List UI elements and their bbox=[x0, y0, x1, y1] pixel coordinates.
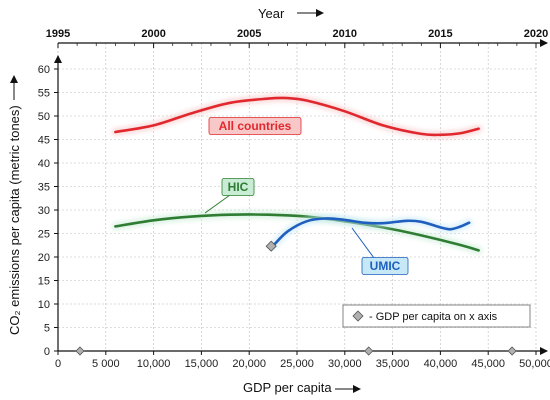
series-labels: All countries HIC UMIC bbox=[204, 117, 409, 275]
series-line-umic bbox=[271, 217, 471, 247]
legend: - GDP per capita on x axis bbox=[342, 304, 531, 328]
series-label-umic: UMIC bbox=[351, 227, 409, 275]
legend-box bbox=[342, 304, 531, 328]
y-axis-title: CO₂ emissions per capita (metric tones) bbox=[7, 105, 22, 335]
x-tick-label: 5 000 bbox=[92, 358, 120, 370]
x-tick-label: 25,000 bbox=[280, 358, 314, 370]
y-tick-label: 55 bbox=[38, 88, 50, 100]
axes: 0 5 000 10,000 15,000 20,000 25,000 30,000 35,0… bbox=[38, 28, 550, 370]
x-tick-label: 10,000 bbox=[137, 358, 171, 370]
series-label-text: HIC bbox=[228, 180, 249, 194]
series-label-box bbox=[208, 117, 302, 135]
top-tick-label: 2020 bbox=[524, 28, 548, 40]
series-label-hic: HIC bbox=[204, 178, 255, 214]
series-label-box bbox=[361, 257, 409, 275]
axis-diamond-marker bbox=[364, 346, 374, 356]
series-label-all-countries: All countries bbox=[208, 117, 302, 135]
x-tick-label: 0 bbox=[55, 358, 61, 370]
x-tick-label: 35,000 bbox=[376, 358, 410, 370]
y-tick-label: 40 bbox=[38, 158, 50, 170]
y-tick-label: 20 bbox=[38, 252, 50, 264]
y-tick-label: 30 bbox=[38, 205, 50, 217]
axis-diamond-marker bbox=[507, 346, 517, 356]
x-tick-label: 45,000 bbox=[471, 358, 505, 370]
top-axis-title: Year bbox=[258, 6, 285, 21]
series-label-text: All countries bbox=[219, 119, 292, 133]
x-axis-title: GDP per capita bbox=[243, 380, 332, 395]
x-tick-label: 15,000 bbox=[185, 358, 219, 370]
series-line-hic bbox=[114, 213, 480, 252]
x-tick-label: 30,000 bbox=[328, 358, 362, 370]
y-tick-label: 5 bbox=[44, 323, 50, 335]
top-tick-label: 2010 bbox=[333, 28, 357, 40]
x-tick-label: 20,000 bbox=[232, 358, 266, 370]
y-tick-label: 35 bbox=[38, 182, 50, 194]
series-label-text: UMIC bbox=[370, 259, 401, 273]
series-label-leader bbox=[351, 227, 375, 259]
y-tick-label: 60 bbox=[38, 64, 50, 76]
series-label-box bbox=[221, 178, 255, 196]
markers bbox=[75, 240, 517, 356]
y-tick-label: 10 bbox=[38, 299, 50, 311]
top-tick-label: 2000 bbox=[141, 28, 165, 40]
top-tick-label: 1995 bbox=[46, 28, 70, 40]
gdp-diamond-marker bbox=[265, 240, 277, 252]
x-tick-label: 40,000 bbox=[424, 358, 458, 370]
y-tick-label: 45 bbox=[38, 135, 50, 147]
y-tick-label: 15 bbox=[38, 276, 50, 288]
y-tick-label: 50 bbox=[38, 111, 50, 123]
axis-diamond-marker bbox=[75, 346, 85, 356]
top-tick-label: 2015 bbox=[428, 28, 452, 40]
series-line-all-countries bbox=[114, 96, 480, 137]
legend-diamond-icon bbox=[352, 310, 364, 322]
y-tick-label: 0 bbox=[44, 346, 50, 358]
top-tick-label: 2005 bbox=[237, 28, 261, 40]
y-tick-label: 25 bbox=[38, 229, 50, 241]
x-tick-label: 50,000 bbox=[519, 358, 550, 370]
grid bbox=[57, 43, 537, 352]
series-lines bbox=[111, 93, 483, 255]
legend-text: - GDP per capita on x axis bbox=[369, 311, 498, 323]
series-label-leader bbox=[204, 194, 231, 214]
